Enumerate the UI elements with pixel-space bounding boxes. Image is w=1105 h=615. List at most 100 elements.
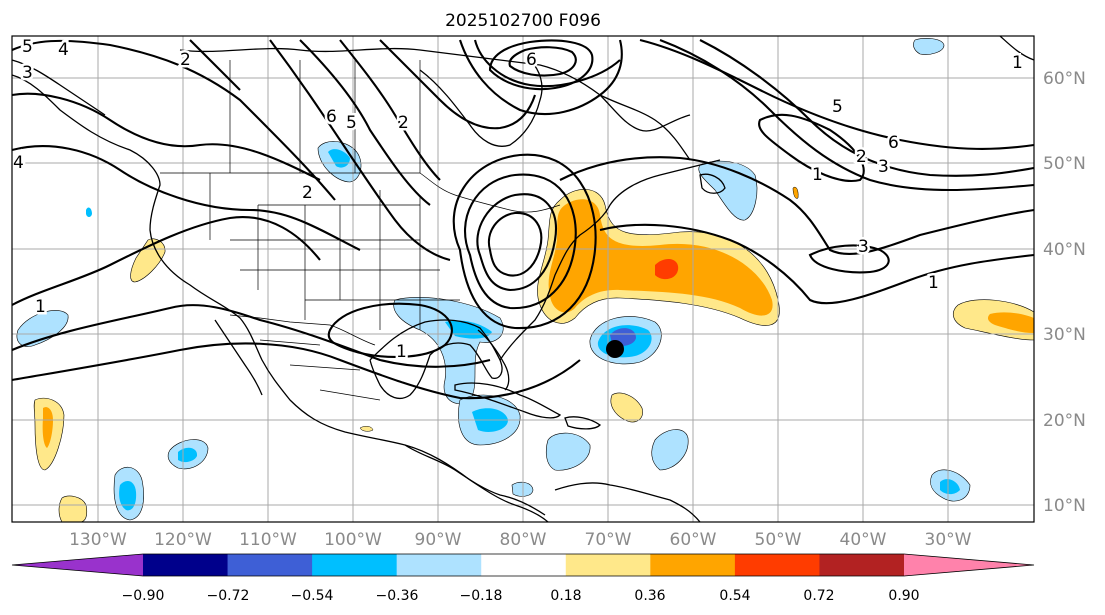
colorbar-outline xyxy=(11,553,1035,577)
contour-o xyxy=(473,39,621,88)
coast-canada-north xyxy=(179,47,691,132)
contour-j xyxy=(189,39,241,91)
positive-anomaly-yucatan xyxy=(359,426,374,432)
colorbar-tick-label: −0.18 xyxy=(460,588,503,604)
contour-z xyxy=(487,211,543,277)
contour-e xyxy=(11,304,491,368)
contour-c xyxy=(11,145,361,251)
contour-label: 1 xyxy=(812,165,823,185)
latitude-labels: 60°N 50°N 40°N 30°N 20°N 10°N xyxy=(1043,69,1086,516)
lon-label: 90°W xyxy=(415,530,462,550)
lon-label: 50°W xyxy=(755,530,802,550)
colorbar-extend-high xyxy=(904,554,1034,576)
contour-f xyxy=(11,342,581,400)
contour-label: 3 xyxy=(878,157,889,177)
colorbar-segment xyxy=(734,554,820,576)
contour-label: 1 xyxy=(396,342,407,362)
contour-d xyxy=(11,216,321,306)
contour-label: 1 xyxy=(35,297,46,317)
political-borders xyxy=(160,60,561,401)
map-title: 2025102700 F096 xyxy=(445,11,601,31)
contour-labels: 5 4 3 2 6 6 5 2 2 1 6 5 3 2 1 1 3 1 1 4 xyxy=(11,35,1026,365)
contour-a xyxy=(11,39,336,201)
contour-m xyxy=(488,39,594,91)
coast-newfoundland xyxy=(699,173,726,194)
border-us-canada xyxy=(160,172,561,213)
negative-anomaly-labrador-top xyxy=(913,38,945,55)
contour-label: 1 xyxy=(928,273,939,293)
contour-label: 4 xyxy=(58,40,69,60)
colorbar-extend-low xyxy=(12,554,143,576)
colorbar-tick-label: 0.36 xyxy=(634,588,665,604)
colorbar-tick-label: 0.54 xyxy=(719,588,750,604)
colorbar xyxy=(11,553,1035,577)
colorbar-segment xyxy=(819,554,905,576)
coastlines xyxy=(11,35,1035,523)
lon-label: 80°W xyxy=(500,530,547,550)
colorbar-tick-label: −0.36 xyxy=(376,588,419,604)
contour-label: 2 xyxy=(398,113,409,133)
coast-central-america xyxy=(404,444,546,516)
contour-u xyxy=(599,223,1035,305)
coast-cuba xyxy=(454,382,562,419)
coast-east-us xyxy=(499,159,721,361)
lat-label: 20°N xyxy=(1043,411,1086,431)
lon-label: 100°W xyxy=(324,530,382,550)
storm-center-marker xyxy=(606,340,624,358)
contour-q xyxy=(659,39,1035,192)
contour-v xyxy=(808,244,890,274)
contour-label: 2 xyxy=(856,147,867,167)
lon-label: 70°W xyxy=(585,530,632,550)
contour-label: 2 xyxy=(180,50,191,70)
contour-t xyxy=(559,156,1035,256)
positive-anomaly-core-red xyxy=(655,258,679,280)
positive-anomaly-mid-atlantic xyxy=(792,186,799,199)
coast-south-america xyxy=(554,482,701,523)
colorbar-tick-label: 0.18 xyxy=(550,588,581,604)
border-canada-provinces xyxy=(229,60,421,173)
lat-label: 10°N xyxy=(1043,496,1086,516)
lon-label: 60°W xyxy=(670,530,717,550)
colorbar-segment xyxy=(396,554,482,576)
colorbar-tick-labels: −0.90 −0.72 −0.54 −0.36 −0.18 0.18 0.36 … xyxy=(122,588,920,604)
border-us-mexico xyxy=(229,314,376,346)
negative-anomaly-baja-west xyxy=(16,310,69,347)
colorbar-tick-label: −0.72 xyxy=(207,588,250,604)
coast-hudson-bay xyxy=(419,59,543,147)
map-panel: 5 4 3 2 6 6 5 2 2 1 6 5 3 2 1 1 3 1 1 4 xyxy=(11,35,1035,523)
contour-p xyxy=(639,38,1035,150)
positive-anomaly-pacific-south xyxy=(58,495,88,523)
negative-anomaly-hispaniola xyxy=(545,432,591,471)
lon-label: 110°W xyxy=(239,530,297,550)
colorbar-tick-label: −0.54 xyxy=(291,588,334,604)
colorbar-segment xyxy=(312,554,398,576)
negative-anomaly-east-atlantic-core xyxy=(940,479,960,495)
contour-label: 2 xyxy=(302,183,313,203)
contour-label: 6 xyxy=(888,133,899,153)
lat-label: 40°N xyxy=(1043,240,1086,260)
lat-label: 30°N xyxy=(1043,325,1086,345)
colorbar-tick-label: 0.90 xyxy=(888,588,919,604)
coast-hispaniola xyxy=(564,416,602,430)
colorbar-segment xyxy=(481,554,567,576)
contour-label: 6 xyxy=(326,107,337,127)
colorbar-segment xyxy=(143,554,229,576)
contour-n xyxy=(508,46,577,77)
lon-label: 30°W xyxy=(925,530,972,550)
contour-label: 3 xyxy=(858,237,869,257)
contour-h xyxy=(299,39,431,206)
longitude-labels: 130°W 120°W 110°W 100°W 90°W 80°W 70°W 6… xyxy=(69,530,972,550)
colorbar-segment xyxy=(650,554,736,576)
contour-loop-gulf xyxy=(327,302,453,359)
lon-label: 40°W xyxy=(840,530,887,550)
positive-anomaly-atlantic-core xyxy=(548,199,773,316)
negative-anomaly-pacific-2-core xyxy=(119,480,137,511)
colorbar-segment xyxy=(227,554,313,576)
positive-anomaly-pacific-west-core xyxy=(42,407,53,448)
coast-greenland-south xyxy=(999,35,1035,61)
positive-anomaly-east-atlantic-core xyxy=(987,312,1034,333)
contour-label: 6 xyxy=(526,50,537,70)
contour-label: 5 xyxy=(22,37,33,57)
contour-w xyxy=(476,193,557,292)
